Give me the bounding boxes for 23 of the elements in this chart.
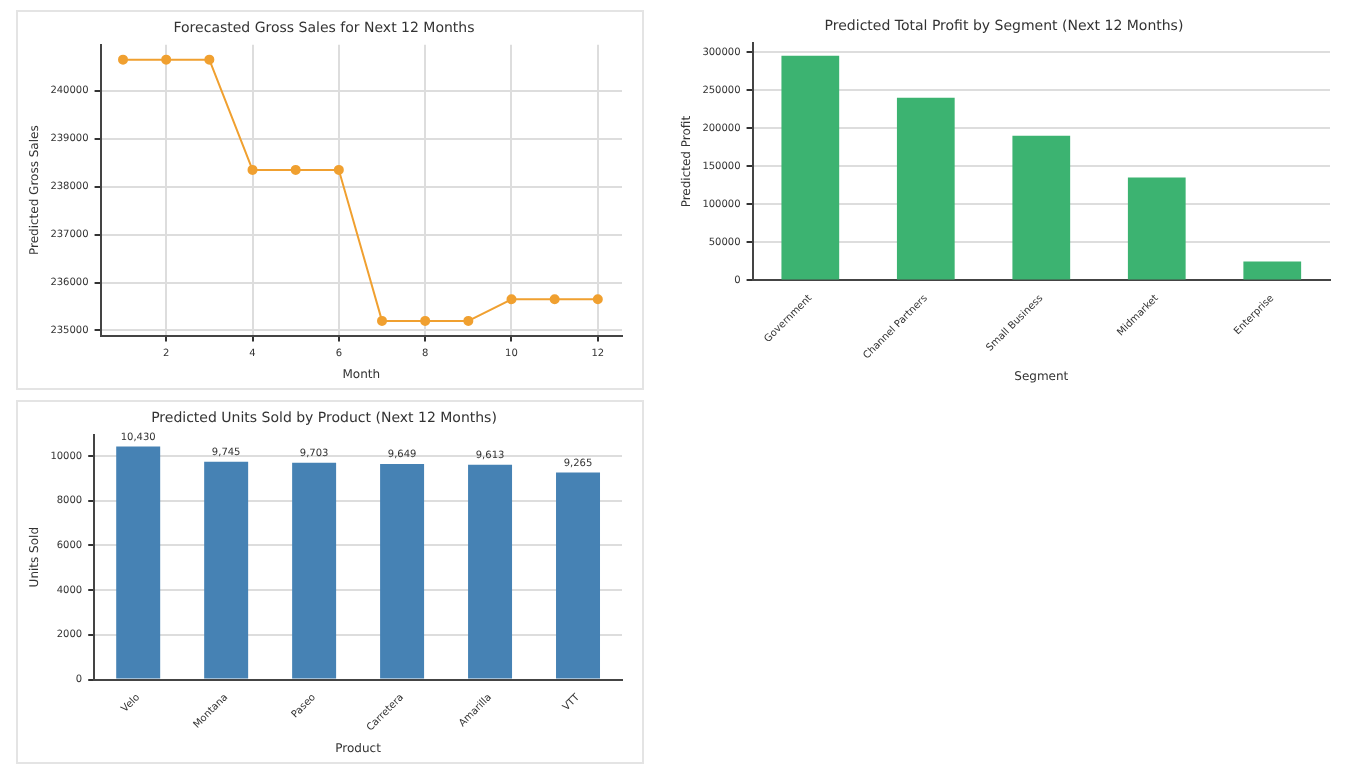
bar <box>1127 177 1186 280</box>
point <box>204 54 215 65</box>
point <box>377 315 388 326</box>
bar <box>116 446 161 679</box>
bar <box>204 461 249 679</box>
bar <box>781 55 840 280</box>
point <box>333 164 344 175</box>
point <box>118 54 129 65</box>
point <box>592 294 603 305</box>
point <box>290 164 301 175</box>
bar <box>1243 261 1302 280</box>
bar <box>468 464 513 679</box>
bar <box>556 472 601 679</box>
point <box>420 315 431 326</box>
bar <box>896 97 955 280</box>
bar <box>380 463 425 679</box>
point <box>161 54 172 65</box>
point <box>506 294 517 305</box>
point <box>463 315 474 326</box>
point <box>549 294 560 305</box>
point <box>247 164 258 175</box>
bar <box>292 462 337 679</box>
bar <box>1012 135 1071 280</box>
